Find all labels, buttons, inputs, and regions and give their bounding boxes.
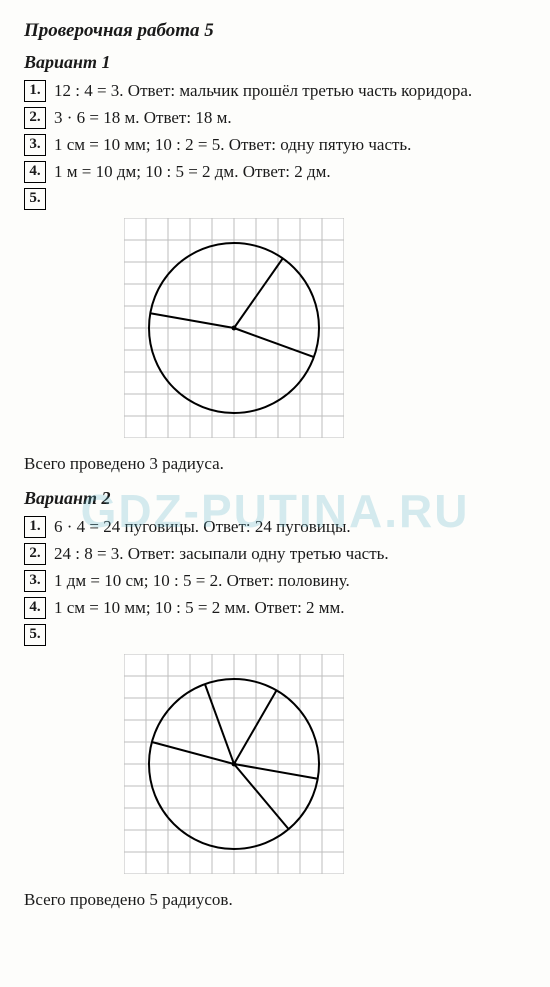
problem-number: 1. [24,80,46,102]
problem-row: 2. 3 · 6 = 18 м. Ответ: 18 м. [24,107,526,130]
problem-text: 1 м = 10 дм; 10 : 5 = 2 дм. Ответ: 2 дм. [54,161,526,184]
problem-text: 12 : 4 = 3. Ответ: мальчик прошёл третью… [54,80,526,103]
problem-number: 3. [24,134,46,156]
diagram-circle-radii [124,654,526,881]
variant-heading: Вариант 1 [24,50,526,74]
diagram-circle-radii [124,218,526,445]
problem-number: 5. [24,188,46,210]
problem-number: 4. [24,161,46,183]
problem-row: 1. 12 : 4 = 3. Ответ: мальчик прошёл тре… [24,80,526,103]
problem-text: 6 · 4 = 24 пуговицы. Ответ: 24 пуговицы. [54,516,526,539]
problem-row: 3. 1 см = 10 мм; 10 : 2 = 5. Ответ: одну… [24,134,526,157]
problem-number: 2. [24,543,46,565]
problem-number: 3. [24,570,46,592]
problem-text: 1 см = 10 мм; 10 : 2 = 5. Ответ: одну пя… [54,134,526,157]
problem-number: 5. [24,624,46,646]
problem-text: 1 дм = 10 см; 10 : 5 = 2. Ответ: половин… [54,570,526,593]
problem-number: 2. [24,107,46,129]
problem-row: 3. 1 дм = 10 см; 10 : 5 = 2. Ответ: поло… [24,570,526,593]
problem-text: 24 : 8 = 3. Ответ: засыпали одну третью … [54,543,526,566]
problem-row: 5. [24,624,526,646]
problem-text: 1 см = 10 мм; 10 : 5 = 2 мм. Ответ: 2 мм… [54,597,526,620]
problem-row: 5. [24,188,526,210]
problem-row: 4. 1 м = 10 дм; 10 : 5 = 2 дм. Ответ: 2 … [24,161,526,184]
problem-number: 1. [24,516,46,538]
problem-row: 1. 6 · 4 = 24 пуговицы. Ответ: 24 пугови… [24,516,526,539]
variant-heading: Вариант 2 [24,486,526,510]
diagram-caption: Всего проведено 5 радиусов. [24,889,526,912]
page-title: Проверочная работа 5 [24,18,526,44]
problem-row: 4. 1 см = 10 мм; 10 : 5 = 2 мм. Ответ: 2… [24,597,526,620]
problem-text: 3 · 6 = 18 м. Ответ: 18 м. [54,107,526,130]
problem-number: 4. [24,597,46,619]
diagram-caption: Всего проведено 3 радиуса. [24,453,526,476]
problem-row: 2. 24 : 8 = 3. Ответ: засыпали одну трет… [24,543,526,566]
